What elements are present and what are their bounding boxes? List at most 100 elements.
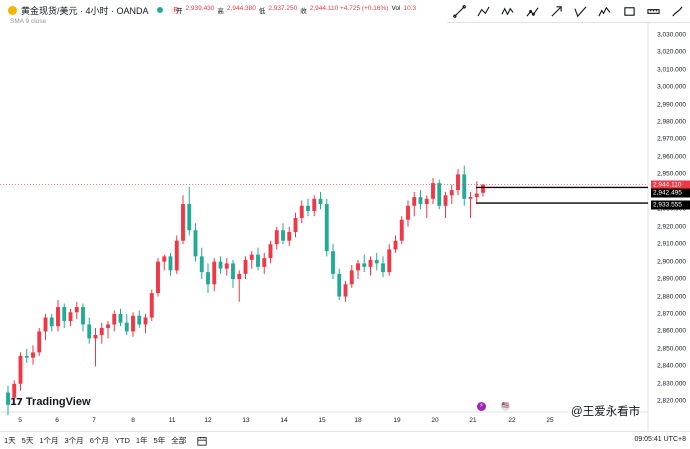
ohlc-open-value: 2,939.430	[185, 5, 215, 12]
candle-body	[137, 315, 142, 325]
candle-body	[424, 198, 429, 205]
candle-body	[393, 240, 398, 250]
realtime-badge: R	[170, 6, 182, 14]
time-axis-label: 14	[280, 417, 288, 424]
range-6m[interactable]: 6个月	[89, 436, 109, 445]
range-1d[interactable]: 1天	[4, 436, 16, 445]
candle-body	[237, 273, 242, 280]
candle-body	[431, 183, 435, 199]
price-axis-label: 2,990.000	[657, 101, 686, 109]
check-icon[interactable]	[573, 3, 589, 19]
time-axis-label: 13	[242, 417, 250, 424]
symbol-title: 黄金现货/美元 · 4小时 · OANDA	[21, 5, 149, 16]
candle-body	[287, 231, 292, 241]
candle-body	[24, 355, 29, 358]
brush-icon[interactable]	[670, 3, 686, 19]
trend-line-icon[interactable]	[451, 3, 467, 19]
candle-body	[337, 273, 342, 297]
ohlc-close-key: 收	[300, 8, 307, 15]
ohlc-legend: 开 2,939.430 高 2,944.380 低 2,937.250 收 2,…	[176, 5, 416, 15]
candle-body	[224, 263, 229, 269]
time-axis-label: 15	[318, 417, 326, 424]
price-axis-label: 3,030.000	[657, 31, 686, 39]
candle-body	[331, 251, 335, 274]
price-axis-label: 2,820.000	[657, 397, 686, 405]
price-axis-label: 2,960.000	[657, 153, 686, 161]
candle-body	[374, 259, 379, 264]
candle-body	[387, 249, 392, 273]
zigzag-icon[interactable]	[500, 3, 516, 19]
candle-body	[324, 204, 329, 252]
price-axis-label: 2,900.000	[657, 258, 686, 266]
level-a-tag: 2,942.495	[651, 188, 690, 198]
price-axis-label: 2,950.000	[657, 170, 686, 178]
range-1m[interactable]: 1个月	[39, 436, 59, 445]
event-flash-icon[interactable]: ⚡	[477, 402, 486, 411]
last-price-tag: 2,944.110	[651, 180, 690, 190]
range-5d[interactable]: 5天	[21, 436, 34, 445]
candle-body	[181, 204, 185, 241]
price-axis-label: 2,920.000	[657, 223, 686, 231]
candle-body	[124, 322, 129, 332]
candle-body	[118, 314, 123, 323]
arrow-icon[interactable]	[548, 3, 564, 19]
tradingview-logo[interactable]: 𝟭𝟳 TradingView	[10, 396, 91, 408]
time-axis-label: 8	[131, 417, 135, 424]
time-axis-label: 11	[168, 417, 176, 424]
candle-body	[56, 307, 60, 327]
wave-icon[interactable]	[597, 3, 613, 19]
range-3m[interactable]: 3个月	[64, 436, 84, 445]
ohlc-high-key: 高	[217, 8, 224, 15]
candle-body	[168, 256, 173, 271]
candle-body	[162, 256, 167, 262]
candle-body	[462, 174, 467, 199]
candle-body	[362, 263, 367, 267]
event-us-flag-icon[interactable]: 🇺🇸	[501, 402, 510, 411]
candle-body	[37, 331, 42, 353]
time-axis-label: 21	[469, 417, 477, 424]
range-ytd[interactable]: YTD	[114, 436, 130, 445]
rectangle-icon[interactable]	[621, 3, 637, 19]
candle-body	[318, 198, 323, 205]
range-1y[interactable]: 1年	[135, 436, 148, 445]
candle-body	[143, 317, 148, 325]
price-axis-label: 2,880.000	[657, 293, 686, 301]
candle-body	[281, 230, 285, 241]
price-axis-label: 3,010.000	[657, 66, 686, 74]
time-axis-label: 25	[546, 417, 554, 424]
candle-body	[443, 195, 448, 206]
candle-body	[187, 204, 192, 231]
candle-body	[468, 197, 473, 199]
time-axis-label: 12	[204, 417, 212, 424]
time-axis-label: 7	[92, 417, 96, 424]
time-axis-label: 20	[431, 417, 439, 424]
range-all[interactable]: 全部	[171, 436, 187, 445]
candle-body	[293, 218, 298, 232]
candle-body	[343, 284, 348, 297]
candle-body	[474, 193, 479, 198]
candle-body	[43, 317, 48, 332]
candle-body	[81, 307, 85, 325]
candle-body	[356, 263, 360, 271]
range-5y[interactable]: 5年	[153, 436, 166, 445]
ma-legend[interactable]: SMA 9 close	[10, 18, 47, 25]
candle-body	[456, 174, 460, 191]
ohlc-high-value: 2,944.380	[226, 5, 256, 12]
time-axis-label: 6	[55, 417, 59, 424]
price-axis-label: 3,000.000	[657, 83, 686, 91]
candle-body	[231, 263, 235, 280]
path-icon[interactable]	[524, 3, 540, 19]
time-axis-label: 22	[508, 417, 516, 424]
candle-body	[199, 256, 204, 273]
polyline-icon[interactable]	[475, 3, 491, 19]
ruler-icon[interactable]	[646, 3, 662, 19]
candle-body	[418, 197, 423, 205]
candle-body	[131, 315, 135, 332]
clock[interactable]: 09:05:41 UTC+8	[634, 436, 686, 443]
ohlc-low-key: 低	[258, 8, 266, 15]
calendar-icon[interactable]	[197, 436, 207, 446]
symbol-legend[interactable]: 黄金现货/美元 · 4小时 · OANDA R	[8, 3, 182, 17]
price-axis-label: 2,970.000	[657, 135, 686, 143]
candle-body	[112, 314, 117, 325]
